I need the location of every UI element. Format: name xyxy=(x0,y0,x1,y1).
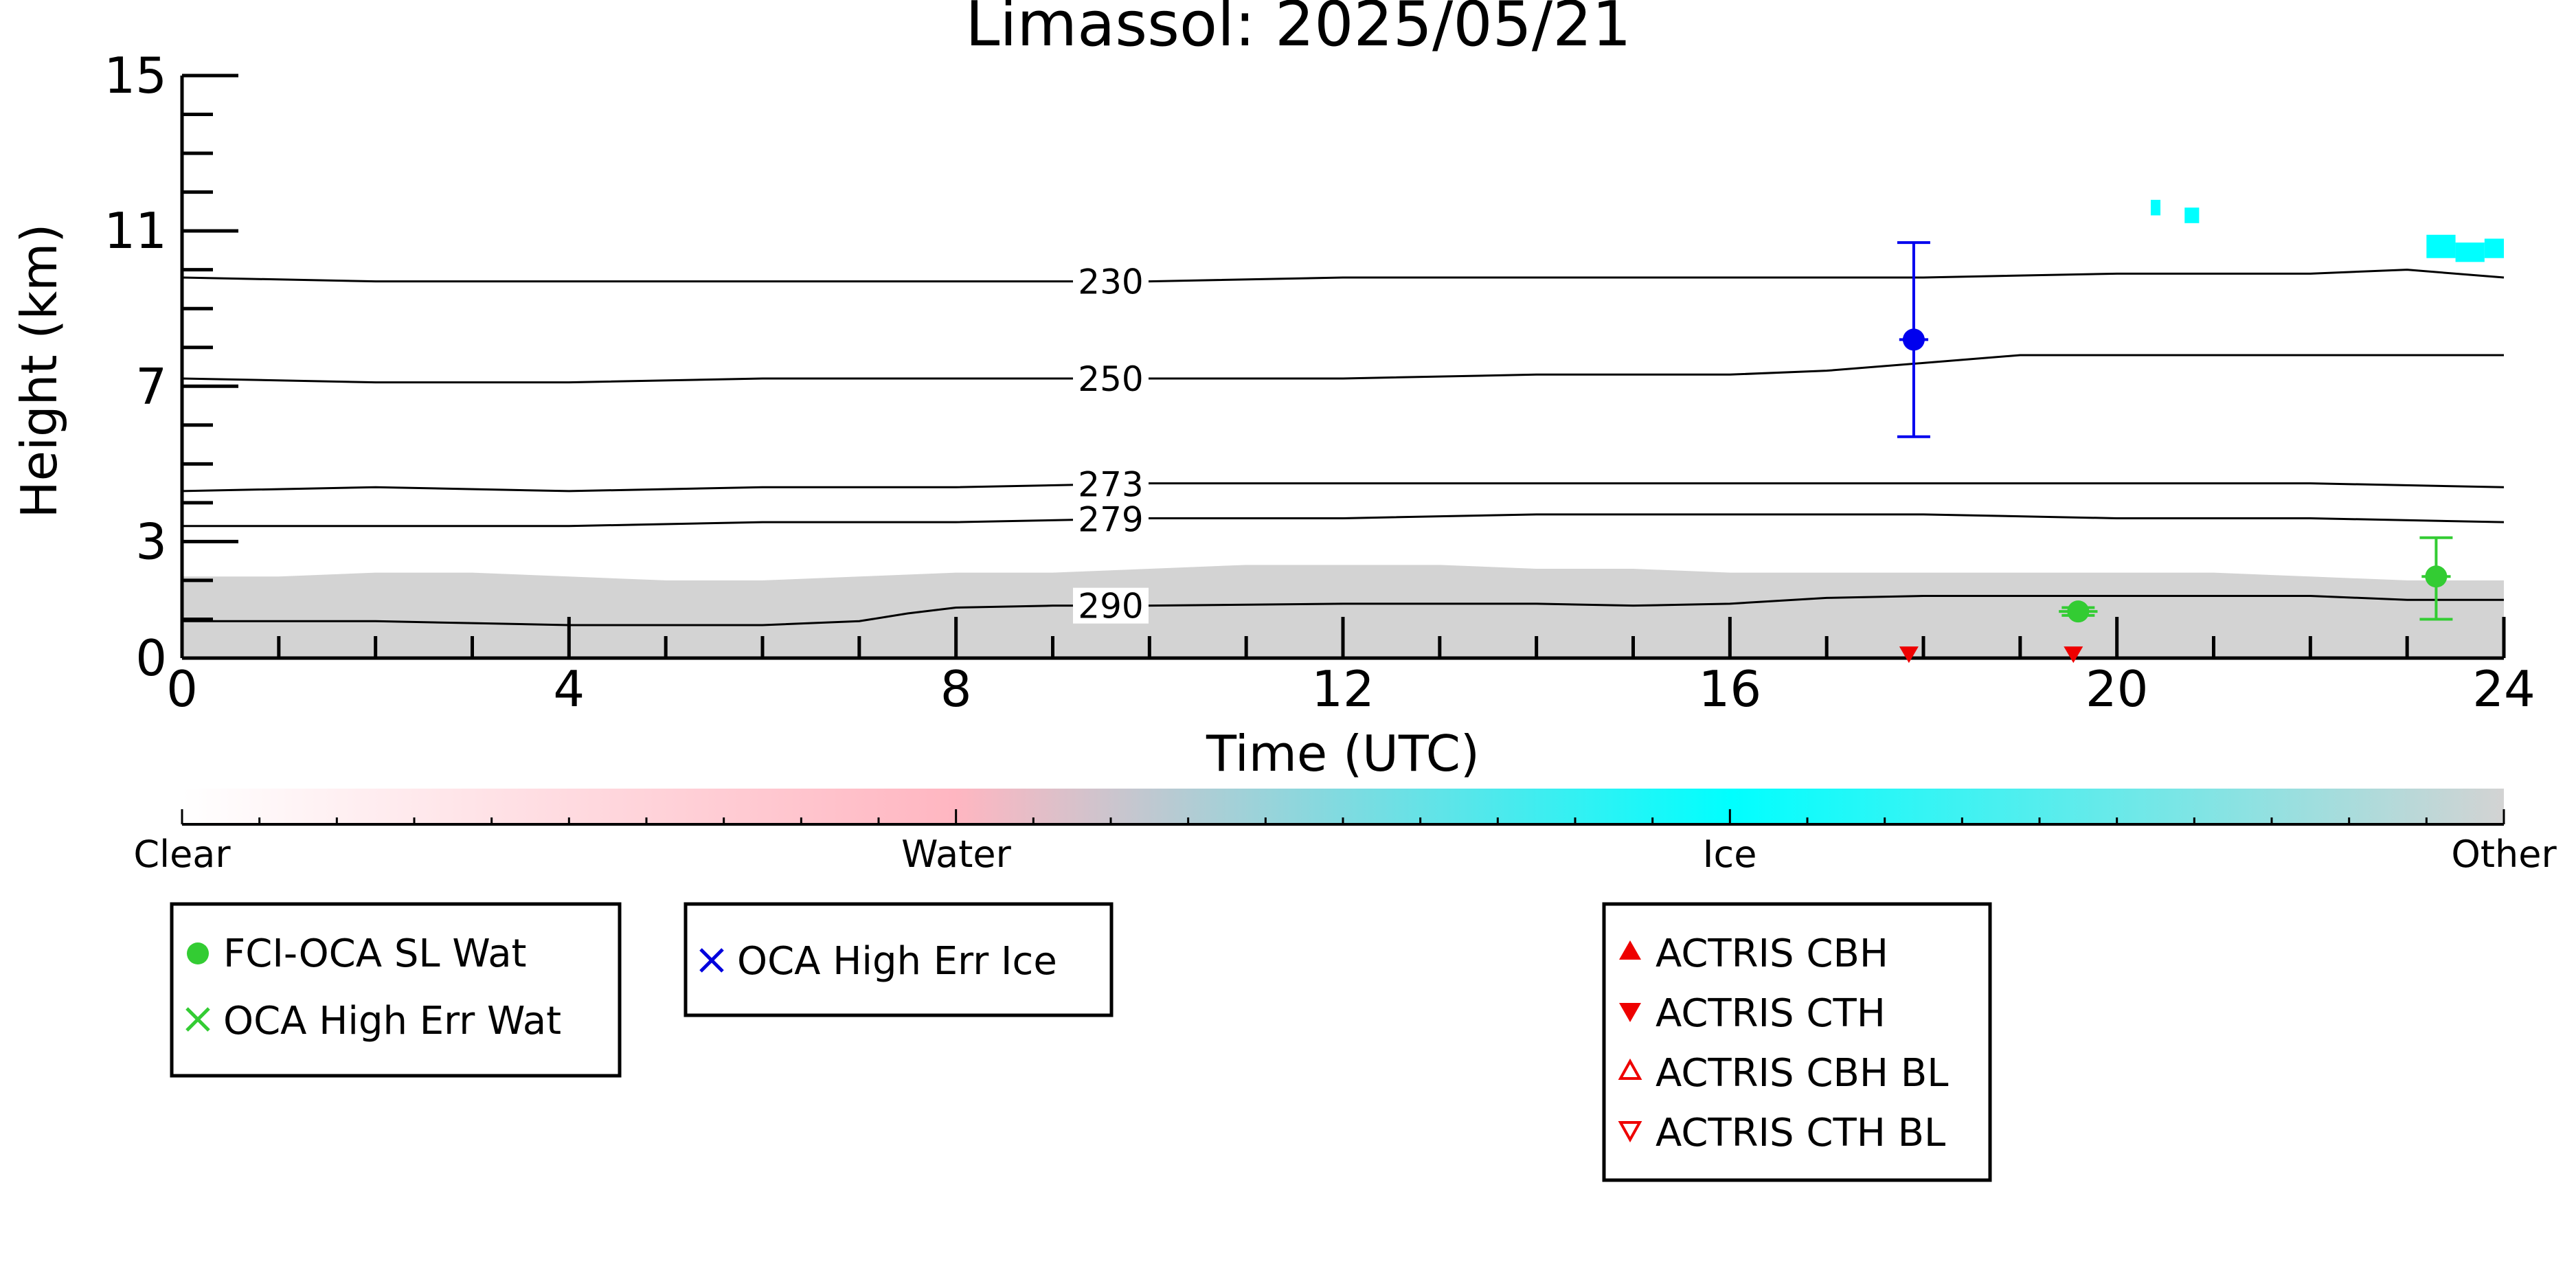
isotherm-line-230 xyxy=(181,269,2505,283)
x-tick-label-24: 24 xyxy=(2472,660,2535,718)
y-axis-label: Height (km) xyxy=(10,224,68,519)
legend-marker-actris-cbh-bl xyxy=(1618,1058,1642,1080)
legend-water: FCI-OCA SL Wat OCA High Err Wat xyxy=(170,902,622,1078)
ice-patch-1 xyxy=(2184,207,2200,223)
ice-patch-0 xyxy=(2150,199,2161,216)
actris-cth-point-1 xyxy=(2064,646,2083,664)
legend-actris-frame xyxy=(1602,902,1992,1182)
x-axis-label: Time (UTC) xyxy=(1206,725,1480,782)
colorbar-label-ice: Ice xyxy=(1703,833,1757,876)
y-tick-label-3: 3 xyxy=(135,512,167,570)
isotherm-label-273: 273 xyxy=(1078,465,1143,505)
x-tick-label-8: 8 xyxy=(940,660,972,718)
isotherm-line-279 xyxy=(182,513,2505,528)
isotherm-label-bg-279 xyxy=(1073,501,1149,537)
colorbar-label-other: Other xyxy=(2451,833,2557,876)
y-tick-label-0: 0 xyxy=(135,629,167,687)
isotherm-line-273 xyxy=(181,482,2505,493)
colorbar-ticks xyxy=(181,809,2505,824)
legend-label-actris-cth: ACTRIS CTH xyxy=(1656,991,1886,1036)
legend-marker-actris-cbh xyxy=(1619,940,1641,960)
ice-patch-3 xyxy=(2455,242,2485,262)
legend-marker-actris-cth-bl xyxy=(1618,1121,1642,1143)
isotherm-line-250 xyxy=(181,354,2504,384)
isotherm-label-279: 279 xyxy=(1078,500,1143,540)
series-3-point-0 xyxy=(1902,328,1925,351)
x-tick-label-4: 4 xyxy=(553,660,585,718)
legend-actris: ACTRIS CBH ACTRIS CTH ACTRIS CBH BL ACTR… xyxy=(1602,902,1992,1182)
isotherm-label-230: 230 xyxy=(1078,262,1143,302)
legend-label-fci-oca-sl-wat: FCI-OCA SL Wat xyxy=(223,931,527,976)
ice-patch-2 xyxy=(2426,234,2456,258)
isotherm-label-290: 290 xyxy=(1078,587,1143,626)
x-tick-label-12: 12 xyxy=(1311,660,1375,718)
ice-patch-4 xyxy=(2484,238,2504,258)
other-phase-layer xyxy=(182,565,2504,658)
legend-label-actris-cth-bl: ACTRIS CTH BL xyxy=(1656,1111,1945,1155)
colorbar-label-water: Water xyxy=(901,833,1011,876)
legend-water-frame xyxy=(170,902,622,1078)
legend-label-oca-high-err-ice: OCA High Err Ice xyxy=(737,939,1057,984)
y-tick-label-15: 15 xyxy=(104,47,167,104)
legend-marker-actris-cth xyxy=(1619,1003,1641,1022)
isotherm-line-290 xyxy=(182,595,2504,626)
legend-label-actris-cbh: ACTRIS CBH xyxy=(1656,931,1888,976)
colorbar-label-clear: Clear xyxy=(133,833,231,876)
isotherm-label-bg-273 xyxy=(1073,466,1149,502)
legend-ice-frame xyxy=(683,902,1114,1017)
y-tick-label-11: 11 xyxy=(104,202,167,260)
y-tick-label-7: 7 xyxy=(135,357,167,415)
actris-cth-point-0 xyxy=(1899,646,1919,664)
isotherm-label-bg-250 xyxy=(1073,360,1149,396)
x-tick-label-20: 20 xyxy=(2086,660,2149,718)
x-tick-label-0: 0 xyxy=(166,660,198,718)
fci-oca-sl-wat-point-0 xyxy=(2067,600,2090,623)
legend-marker-fci-oca-sl-wat xyxy=(187,942,209,964)
legend-marker-oca-high-err-wat xyxy=(185,1007,210,1032)
legend-ice: OCA High Err Ice xyxy=(683,902,1114,1017)
legend-marker-oca-high-err-ice xyxy=(699,948,724,973)
chart-title: Limassol: 2025/05/21 xyxy=(965,0,1631,60)
isotherm-label-bg-290 xyxy=(1073,587,1149,624)
legend-label-oca-high-err-wat: OCA High Err Wat xyxy=(223,999,561,1043)
phase-colorbar: Clear Water Ice Other xyxy=(133,789,2557,876)
isotherm-label-bg-230 xyxy=(1073,263,1149,300)
legend-label-actris-cbh-bl: ACTRIS CBH BL xyxy=(1656,1051,1948,1096)
x-tick-label-16: 16 xyxy=(1699,660,1762,718)
fci-oca-sl-wat-point-1 xyxy=(2425,565,2448,588)
isotherm-label-250: 250 xyxy=(1078,359,1143,399)
